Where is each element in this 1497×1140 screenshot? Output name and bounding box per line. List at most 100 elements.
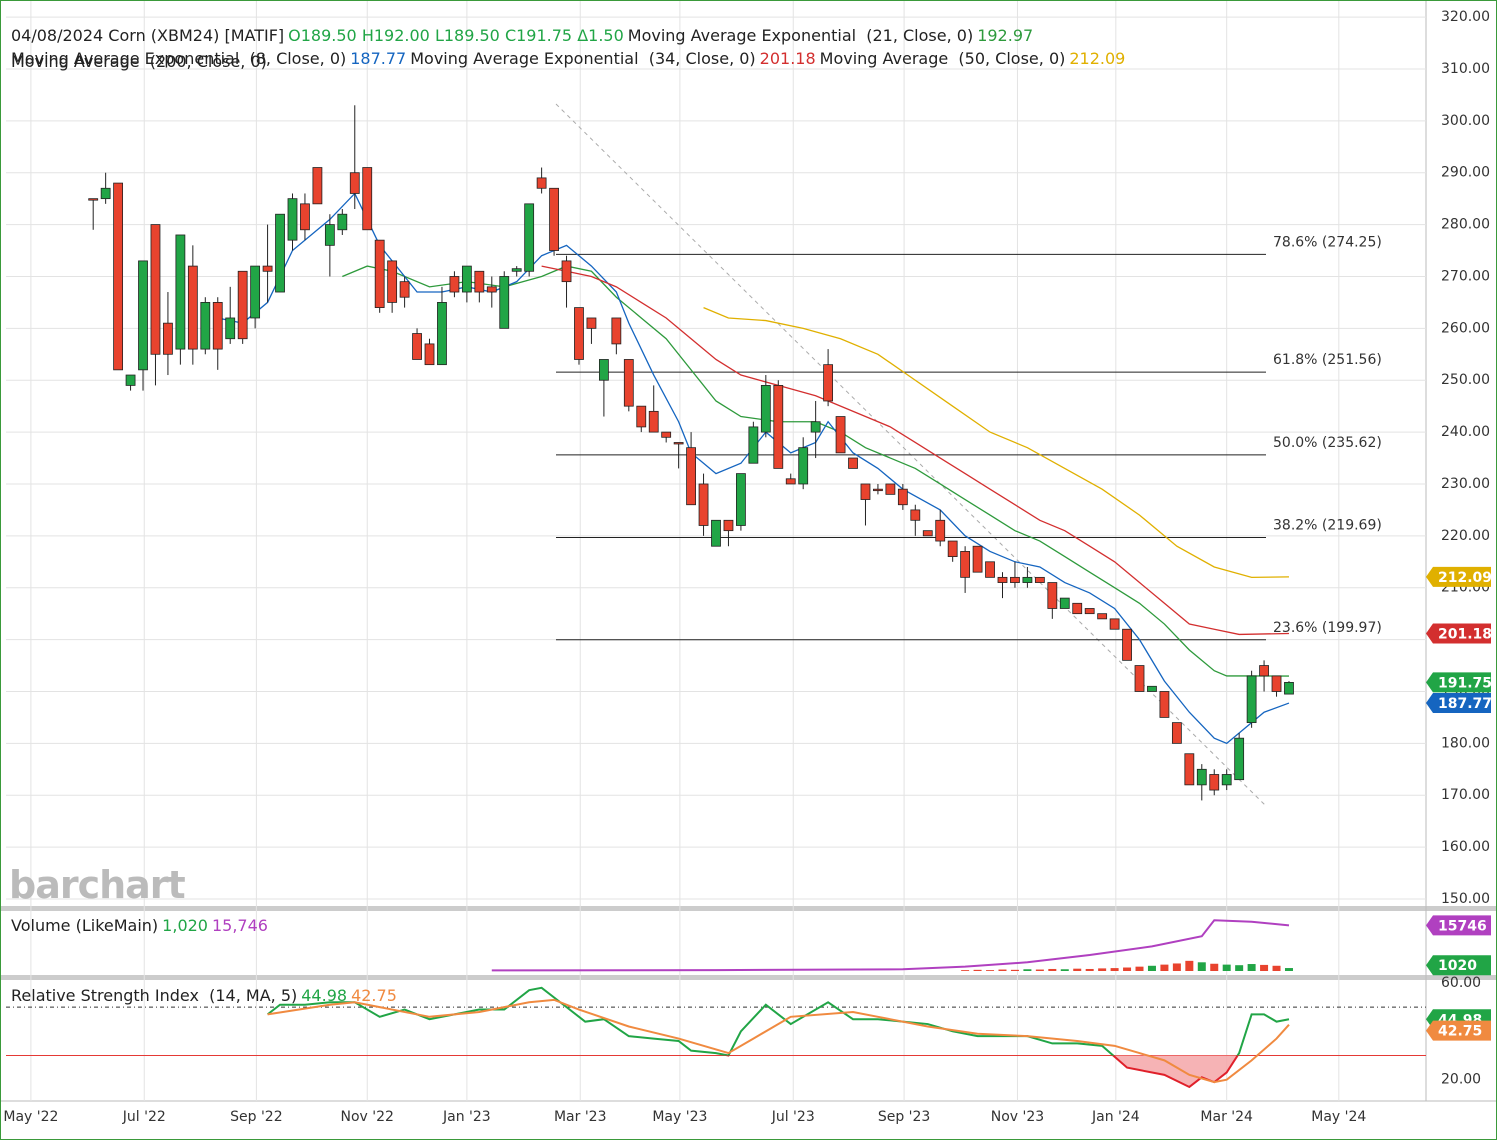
- legend-value: 187.77: [350, 49, 407, 68]
- candle-body: [300, 203, 310, 231]
- candle-body: [885, 483, 896, 495]
- candle-body: [623, 359, 634, 407]
- legend-name: Moving Average (50, Close, 0): [819, 49, 1066, 68]
- candle-body: [598, 359, 609, 381]
- indicator-tag: [1426, 915, 1491, 936]
- price-tag: [1426, 693, 1491, 714]
- y-tick-label: 160.00: [1441, 839, 1490, 855]
- candle-body: [686, 447, 696, 506]
- candle-body: [873, 488, 883, 492]
- candle-body: [947, 540, 958, 558]
- watermark: barchart: [9, 863, 186, 907]
- candle-body: [736, 473, 746, 526]
- candle-body: [88, 198, 99, 201]
- volume-bar: [1210, 963, 1219, 971]
- candle-body: [461, 265, 472, 293]
- candle-body: [374, 239, 385, 308]
- candle-body: [922, 530, 933, 537]
- ohlc: H192.00: [361, 26, 430, 45]
- y-tick-label: 310.00: [1441, 61, 1490, 77]
- y-tick-label: 290.00: [1441, 165, 1490, 181]
- volume-bar: [961, 970, 970, 971]
- volume-bar: [1222, 964, 1231, 971]
- legend-value: 192.97: [977, 26, 1034, 45]
- candle-body: [474, 270, 485, 293]
- y-tick-label: 220.00: [1441, 528, 1490, 544]
- ohlc: L189.50: [434, 26, 500, 45]
- price-tag-label: 191.75: [1438, 675, 1492, 691]
- indicator-tag-label: 15746: [1438, 918, 1487, 934]
- x-tick-label: Nov '22: [341, 1109, 394, 1125]
- x-tick-label: Sep '23: [878, 1109, 931, 1125]
- candle-body: [1259, 665, 1269, 677]
- ohlc: O189.50: [288, 26, 357, 45]
- candle-body: [586, 317, 597, 329]
- legend-value: 1,020: [162, 916, 208, 935]
- legend-value: 212.09: [1069, 49, 1126, 68]
- volume-bar: [1160, 964, 1169, 971]
- volume-bar: [986, 970, 995, 971]
- candle-body: [187, 265, 198, 350]
- candle-body: [673, 442, 684, 445]
- candle-body: [175, 234, 186, 350]
- indicator-tag-label: 42.75: [1438, 1024, 1482, 1040]
- fib-label: 38.2% (219.69): [1273, 517, 1382, 533]
- header-line-3: Moving Average (200, Close, 0): [11, 52, 271, 71]
- candle-body: [574, 307, 584, 360]
- volume-bar: [1035, 969, 1044, 971]
- candle-body: [387, 260, 398, 303]
- legend-name: Relative Strength Index (14, MA, 5): [11, 986, 298, 1005]
- candle-body: [972, 545, 983, 573]
- candle-body: [250, 265, 261, 319]
- volume-bar: [1247, 964, 1256, 971]
- candle-body: [200, 302, 211, 350]
- candle-body: [711, 519, 721, 547]
- candle-body: [1122, 628, 1132, 661]
- price-tag-label: 187.77: [1438, 696, 1492, 712]
- candle-body: [985, 561, 995, 578]
- volume-legend: Volume (LikeMain) 1,020 15,746: [11, 916, 272, 935]
- candle-body: [486, 286, 497, 293]
- legend-name: Volume (LikeMain): [11, 916, 159, 935]
- x-tick-label: May '22: [3, 1109, 58, 1125]
- candle-body: [163, 322, 173, 355]
- candle-body: [848, 457, 858, 469]
- candle-body: [1097, 613, 1108, 620]
- symbol: 04/08/2024 Corn (XBM24) [MATIF]: [11, 26, 285, 45]
- candle-body: [1134, 665, 1145, 692]
- candle-body: [798, 447, 809, 485]
- candle-body: [1171, 722, 1182, 744]
- candle-body: [212, 302, 223, 350]
- candle-body: [760, 385, 771, 433]
- volume-bar: [973, 969, 982, 971]
- volume-ma-line: [491, 919, 1290, 972]
- volume-bar: [1023, 969, 1032, 971]
- x-tick-label: Jan '23: [442, 1109, 491, 1125]
- x-tick-label: Jan '24: [1091, 1109, 1140, 1125]
- volume-bar: [1048, 968, 1057, 971]
- candle-body: [225, 317, 236, 340]
- candle-body: [773, 385, 784, 469]
- x-tick-label: Jul '22: [122, 1109, 166, 1125]
- candle-body: [823, 364, 834, 402]
- volume-bar: [1135, 966, 1144, 971]
- candle-body: [1184, 753, 1195, 786]
- header-line-2: Moving Average Exponential (8, Close, 0)…: [11, 30, 1129, 68]
- candle-body: [1221, 774, 1232, 786]
- indicator-tag: [1426, 1020, 1491, 1041]
- candle-body: [536, 177, 547, 189]
- volume-bar: [1197, 962, 1206, 971]
- legend-name: Moving Average Exponential (8, Close, 0): [11, 49, 347, 68]
- candle-body: [910, 509, 921, 521]
- price-tag: [1426, 672, 1491, 693]
- fib-label: 50.0% (235.62): [1273, 435, 1382, 451]
- candle-body: [960, 551, 971, 578]
- candle-body: [636, 405, 647, 428]
- candle-body: [262, 265, 273, 272]
- candle-body: [113, 182, 124, 371]
- candle-body: [1234, 737, 1245, 781]
- moving-average-line: [541, 265, 1289, 636]
- legend-value: 44.98: [301, 986, 348, 1005]
- candle-body: [412, 333, 422, 360]
- legend-name: Moving Average (200, Close, 0): [11, 52, 267, 71]
